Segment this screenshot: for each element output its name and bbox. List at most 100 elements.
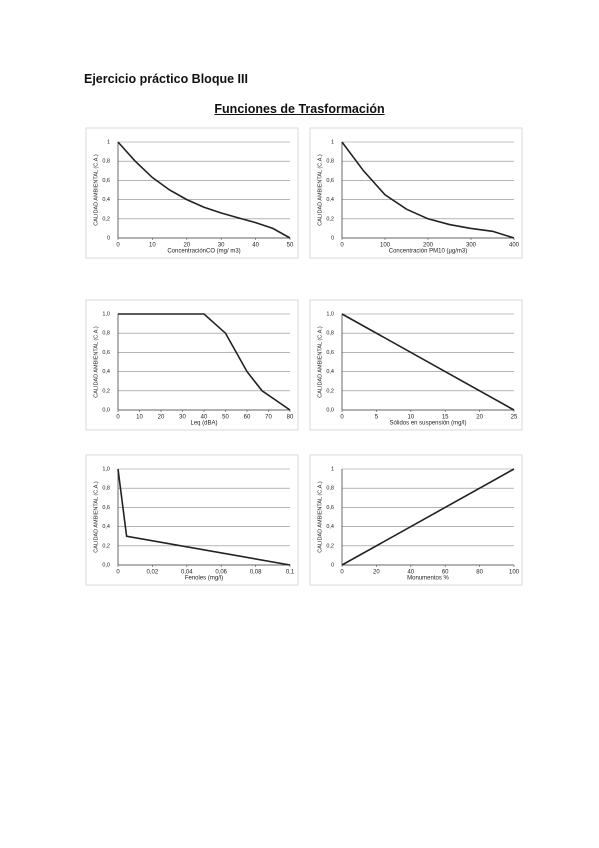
y-tick-label: 0,2 (326, 543, 334, 549)
x-tick-label: 10 (136, 415, 143, 421)
y-tick-label: 0,2 (326, 216, 334, 222)
y-axis-label: CALIDAD AMBIENTAL (C.A.) (93, 326, 99, 398)
section-title: Funciones de Trasformación (214, 102, 385, 116)
y-tick-label: 0,4 (326, 524, 334, 530)
data-line (117, 468, 291, 566)
y-tick-label: 1 (331, 466, 334, 472)
y-tick-label: 0,4 (326, 369, 334, 375)
x-tick-label: 30 (218, 243, 225, 249)
chart: 00,20,40,60,810 10 20 30 40 50ConcentraciónCO… (85, 127, 299, 259)
y-tick-label: 0,4 (102, 197, 110, 203)
y-tick-label: 1,0 (102, 466, 110, 472)
x-tick-label: 0,08 (250, 570, 262, 576)
y-axis-label: CALIDAD AMBIENTAL (C.A.) (317, 154, 323, 226)
x-tick-label: 40 (252, 243, 259, 249)
x-tick-label: 300 (466, 243, 477, 249)
x-tick-label: 20 (183, 243, 190, 249)
y-tick-label: 0 (331, 562, 334, 568)
y-tick-label: 0,6 (102, 350, 110, 356)
chart-frame (85, 299, 299, 431)
x-tick-label: 200 (423, 243, 434, 249)
x-tick-label: 60 (244, 415, 251, 421)
x-axis-label: Sólidos en suspensión (mg/l) (389, 421, 466, 427)
x-tick-label: 0 (116, 243, 120, 249)
x-tick-label: 50 (287, 243, 294, 249)
y-axis-label: CALIDAD AMBIENTAL (C.A.) (93, 481, 99, 553)
chart: 0,0 0,2 0,4 0,6 0,8 1,0 0 0,02 0,04 0,06 0,08 0,1 Fe… (85, 454, 299, 586)
x-tick-label: 0 (340, 570, 344, 576)
chart: 0,0 0,2 0,4 0,6 0,8 1,0 0 10 20 30 40 50 60 70 80 Leq (… (85, 299, 299, 431)
y-tick-label: 0,8 (326, 486, 334, 492)
x-tick-label: 15 (442, 415, 449, 421)
x-axis-label: Leq (dBA) (190, 421, 217, 427)
chart: 0 0,2 0,4 0,6 0,8 1 0 20 40 60 80 100 Monumentos % CA… (309, 454, 523, 586)
y-tick-label: 0,0 (102, 562, 110, 568)
x-axis-label: Concentración PM10 (µg/m3) (389, 249, 468, 255)
data-line (341, 141, 515, 239)
x-tick-label: 40 (407, 570, 414, 576)
x-tick-label: 0 (340, 243, 344, 249)
x-tick-label: 80 (476, 570, 483, 576)
y-tick-label: 0,4 (102, 524, 110, 530)
chart-frame (85, 454, 299, 586)
y-axis-label: CALIDAD AMBIENTAL (C.A.) (317, 481, 323, 553)
y-tick-label: 0,6 (102, 178, 110, 184)
y-tick-label: 0,0 (102, 407, 110, 413)
y-tick-label: 0,8 (326, 159, 334, 165)
chart: 0,0 0,2 0,4 0,6 0,8 1,0 0 5 10 15 20 25 Sólidos en s… (309, 299, 523, 431)
x-tick-label: 400 (509, 243, 520, 249)
chart: 0 0,2 0,4 0,6 0,8 1 0 100 200 300 400 Concentración… (309, 127, 523, 259)
x-axis-label: Fenoles (mg/l) (185, 576, 223, 582)
y-tick-label: 0,8 (326, 331, 334, 337)
data-line (117, 141, 291, 239)
chart-frame (309, 127, 523, 259)
x-tick-label: 25 (511, 415, 518, 421)
x-tick-label: 0,02 (147, 570, 159, 576)
y-tick-label: 1,0 (102, 311, 110, 317)
y-tick-label: 0 (107, 235, 110, 241)
y-tick-label: 0,6 (326, 505, 334, 511)
x-tick-label: 40 (201, 415, 208, 421)
x-tick-label: 30 (179, 415, 186, 421)
x-tick-label: 10 (407, 415, 414, 421)
x-tick-label: 60 (442, 570, 449, 576)
x-tick-label: 5 (375, 415, 379, 421)
y-tick-label: 0,8 (102, 486, 110, 492)
y-tick-label: 0,4 (326, 197, 334, 203)
y-tick-label: 0,6 (326, 350, 334, 356)
x-axis-label: Monumentos % (407, 576, 449, 582)
y-axis-label: CALIDAD AMBIENTAL (C.A.) (317, 326, 323, 398)
y-tick-label: 0,2 (102, 216, 110, 222)
x-tick-label: 10 (149, 243, 156, 249)
y-tick-label: 1 (107, 139, 110, 145)
x-tick-label: 0 (116, 570, 120, 576)
y-tick-label: 0,6 (326, 178, 334, 184)
x-tick-label: 100 (509, 570, 520, 576)
x-tick-label: 0,04 (181, 570, 193, 576)
x-tick-label: 0 (116, 415, 120, 421)
y-tick-label: 0,8 (102, 331, 110, 337)
x-tick-label: 20 (373, 570, 380, 576)
y-tick-label: 0,2 (102, 388, 110, 394)
x-tick-label: 70 (265, 415, 272, 421)
chart-frame (309, 299, 523, 431)
data-line (118, 313, 291, 411)
x-tick-label: 100 (380, 243, 391, 249)
x-tick-label: 50 (222, 415, 229, 421)
y-tick-label: 0,4 (102, 369, 110, 375)
y-tick-label: 0 (331, 235, 334, 241)
x-tick-label: 0,1 (286, 570, 295, 576)
x-tick-label: 20 (158, 415, 165, 421)
y-tick-label: 0,2 (326, 388, 334, 394)
x-tick-label: 80 (287, 415, 294, 421)
y-tick-label: 0,8 (102, 159, 110, 165)
x-tick-label: 20 (476, 415, 483, 421)
data-line (341, 468, 515, 566)
x-tick-label: 0 (340, 415, 344, 421)
y-tick-label: 0,6 (102, 505, 110, 511)
y-tick-label: 0,0 (326, 407, 334, 413)
x-axis-label: ConcentraciónCO (mg/ m3) (167, 249, 240, 255)
y-tick-label: 1,0 (326, 311, 334, 317)
